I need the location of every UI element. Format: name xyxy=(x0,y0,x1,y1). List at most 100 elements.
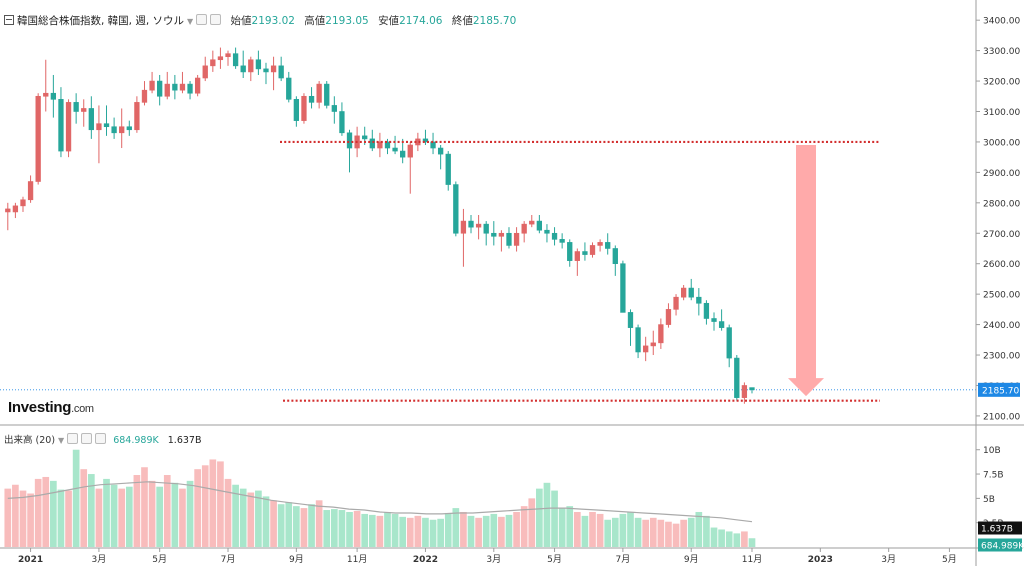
candle-body xyxy=(650,342,656,347)
volume-bar xyxy=(330,509,338,547)
volume-bar xyxy=(118,488,126,547)
close-label: 終値 xyxy=(451,15,473,27)
candle-body xyxy=(453,184,459,234)
volume-bar xyxy=(536,488,543,547)
volume-bar xyxy=(262,496,270,547)
volume-bar xyxy=(141,467,148,547)
time-tick-label: 3月 xyxy=(486,554,501,565)
volume-bar xyxy=(186,480,194,547)
candle-body xyxy=(346,132,353,149)
candle-body xyxy=(248,59,254,73)
gear-icon[interactable] xyxy=(196,14,208,25)
volume-bar xyxy=(429,519,437,547)
candle-body xyxy=(286,77,292,100)
investing-logo: Investing.com xyxy=(8,399,94,416)
candle-body xyxy=(627,312,634,328)
minus-box-icon[interactable] xyxy=(4,15,14,25)
candle-body xyxy=(35,95,41,182)
volume-bar xyxy=(475,517,482,547)
volume-bar xyxy=(315,500,323,547)
candle-body xyxy=(232,53,239,67)
low-label: 安値 xyxy=(378,15,400,27)
open-value: 2193.02 xyxy=(251,15,295,27)
volume-label: 出来高 (20) xyxy=(4,435,56,446)
volume-last-b-label: 1.637B xyxy=(981,525,1013,535)
candle-body xyxy=(536,220,543,231)
candles xyxy=(5,47,755,404)
volume-bar xyxy=(171,482,179,547)
time-tick-label: 2021 xyxy=(18,555,43,565)
candle-body xyxy=(270,65,277,73)
volume-bar xyxy=(65,490,72,547)
volume-tick-label: 7.5B xyxy=(983,471,1004,481)
volume-bar xyxy=(209,459,217,547)
price-tick-label: 3200.00 xyxy=(983,78,1020,88)
volume-bar xyxy=(718,529,725,547)
candle-body xyxy=(475,223,482,228)
volume-bar xyxy=(277,504,285,547)
volume-bar xyxy=(239,488,247,547)
eye-icon[interactable] xyxy=(81,433,93,444)
volume-bar xyxy=(179,488,186,547)
candle-body xyxy=(73,102,79,112)
volume-bar xyxy=(467,515,475,547)
gear-icon[interactable] xyxy=(67,433,79,444)
volume-bar xyxy=(642,519,650,547)
volume-last-k-label: 684.989K xyxy=(981,542,1024,552)
volume-bar xyxy=(399,516,407,547)
volume-bar xyxy=(498,516,505,547)
candle-body xyxy=(726,327,732,359)
candle-body xyxy=(521,223,527,234)
volume-bar xyxy=(338,510,346,547)
volume-bar xyxy=(414,515,422,547)
candle-body xyxy=(567,242,573,261)
eye-icon[interactable] xyxy=(210,14,222,25)
candle-body xyxy=(43,92,49,97)
candle-body xyxy=(263,68,269,73)
candle-body xyxy=(96,123,102,131)
volume-bar xyxy=(72,449,80,547)
candle-body xyxy=(605,242,611,249)
volume-bar xyxy=(12,484,19,547)
candle-body xyxy=(749,387,755,391)
chart-header: 韓国総合株価指数, 韓国, 週, ソウル ▼ 始値2193.02 高値2193.0… xyxy=(4,13,516,28)
candle-body xyxy=(172,83,178,91)
candle-body xyxy=(483,223,489,234)
time-tick-label: 5月 xyxy=(942,554,957,565)
volume-bar xyxy=(270,500,277,547)
volume-bar xyxy=(125,486,133,547)
candle-body xyxy=(718,321,725,328)
open-label: 始値 xyxy=(230,15,252,27)
candle-body xyxy=(491,232,497,237)
chevron-down-icon[interactable]: ▼ xyxy=(187,17,194,26)
volume-ma-line xyxy=(7,481,753,523)
volume-bar xyxy=(50,480,57,547)
volume-bar xyxy=(368,514,376,547)
symbol-title: 韓国総合株価指数, 韓国, 週, ソウル xyxy=(17,15,185,27)
time-tick-label: 11月 xyxy=(347,554,367,565)
volume-bar xyxy=(148,480,156,547)
candle-body xyxy=(111,126,117,134)
volume-bar xyxy=(619,513,627,547)
candle-body xyxy=(468,220,474,228)
time-tick-label: 7月 xyxy=(616,554,631,565)
candle-body xyxy=(620,263,626,313)
volume-bar xyxy=(649,517,657,547)
volume-bar xyxy=(695,511,703,547)
chevron-down-icon[interactable]: ▼ xyxy=(58,436,65,445)
time-tick-label: 9月 xyxy=(684,554,699,565)
volume-bar xyxy=(87,474,95,547)
volume-bar xyxy=(27,493,34,547)
candle-body xyxy=(217,56,224,61)
close-icon[interactable] xyxy=(95,433,107,444)
volume-value-2: 1.637B xyxy=(167,435,202,446)
volume-bar xyxy=(80,469,88,547)
volume-bars xyxy=(4,449,756,547)
volume-bar xyxy=(513,511,520,547)
candle-body xyxy=(437,147,444,155)
candle-body xyxy=(734,357,740,398)
volume-bar xyxy=(573,511,581,547)
candle-body xyxy=(88,108,94,131)
volume-bar xyxy=(581,515,589,547)
